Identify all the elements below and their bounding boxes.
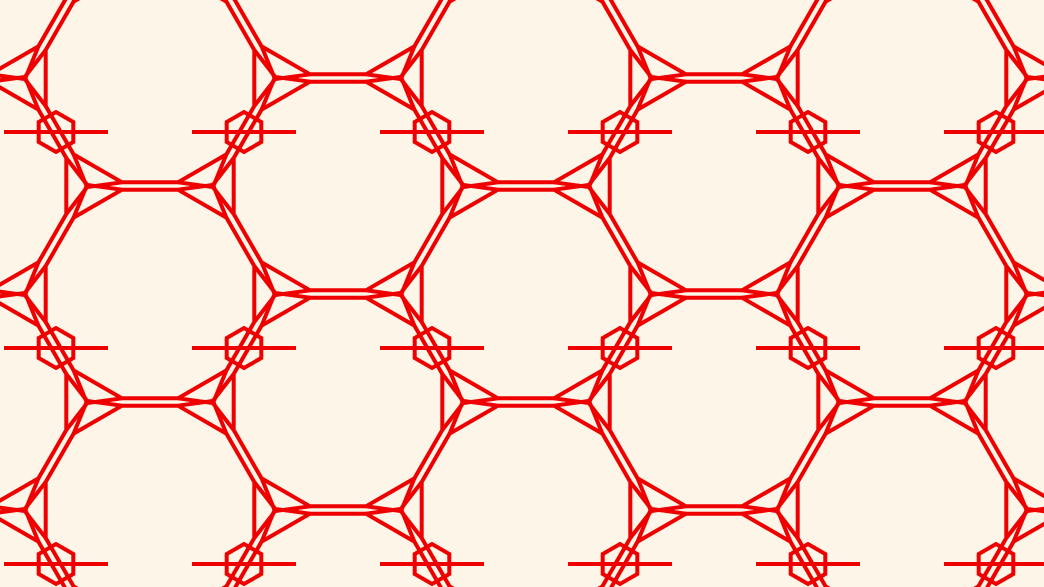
triangle-junction bbox=[635, 290, 687, 327]
hexagon-link bbox=[600, 109, 640, 155]
triangle-junction bbox=[823, 182, 875, 219]
hexagon-link bbox=[412, 541, 452, 587]
triangle-junction bbox=[1011, 74, 1044, 111]
hexagon-link bbox=[36, 541, 76, 587]
triangle-junction bbox=[397, 264, 424, 324]
hexagon-link bbox=[224, 541, 264, 587]
triangle-junction bbox=[21, 264, 48, 324]
triangle-junction bbox=[929, 182, 981, 219]
triangle-junction bbox=[773, 264, 800, 324]
triangle-junction bbox=[259, 74, 311, 111]
triangle-junction bbox=[1011, 290, 1044, 327]
triangle-junction bbox=[553, 398, 605, 435]
triangle-junction bbox=[21, 480, 48, 540]
triangle-junction bbox=[177, 398, 229, 435]
hexagon-link bbox=[976, 541, 1016, 587]
triangle-junction bbox=[823, 398, 875, 435]
hexagon-link bbox=[600, 325, 640, 371]
triangle-junction bbox=[773, 480, 800, 540]
triangle-junction bbox=[397, 480, 424, 540]
hexagon-link bbox=[412, 325, 452, 371]
triangle-junction bbox=[177, 182, 229, 219]
hexagon-link bbox=[36, 325, 76, 371]
triangle-junction bbox=[71, 182, 123, 219]
triangle-junction bbox=[1011, 506, 1044, 543]
hexagon-link bbox=[36, 109, 76, 155]
hexagon-link bbox=[976, 109, 1016, 155]
hexagon-link bbox=[788, 109, 828, 155]
triangle-junction bbox=[21, 48, 48, 108]
hexagon-link bbox=[600, 541, 640, 587]
hexagon-link bbox=[976, 325, 1016, 371]
triangle-junction bbox=[635, 506, 687, 543]
triangle-junction bbox=[929, 398, 981, 435]
hexagon-link bbox=[788, 325, 828, 371]
hexagon-link bbox=[224, 109, 264, 155]
hexagon-link bbox=[412, 109, 452, 155]
triangle-junction bbox=[773, 48, 800, 108]
hexagon-link bbox=[788, 541, 828, 587]
triangle-junction bbox=[553, 182, 605, 219]
triangle-junction bbox=[447, 182, 499, 219]
triangle-junction bbox=[397, 48, 424, 108]
triangle-junction bbox=[259, 506, 311, 543]
triangle-junction bbox=[447, 398, 499, 435]
triangle-junction bbox=[259, 290, 311, 327]
hexagon-link bbox=[224, 325, 264, 371]
triangle-junction bbox=[71, 398, 123, 435]
triangle-junction bbox=[635, 74, 687, 111]
